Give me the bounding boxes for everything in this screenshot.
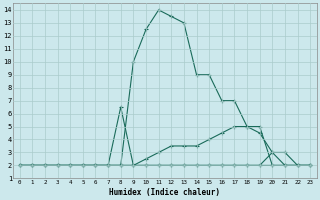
X-axis label: Humidex (Indice chaleur): Humidex (Indice chaleur): [109, 188, 220, 197]
